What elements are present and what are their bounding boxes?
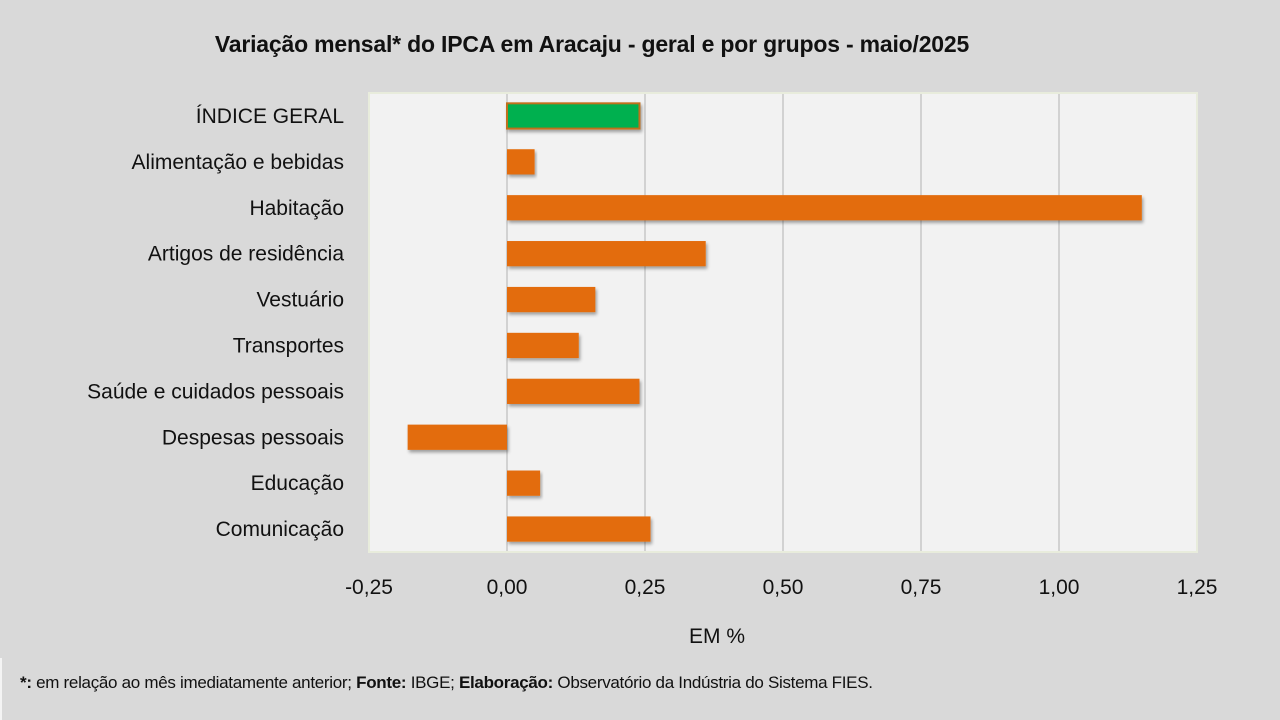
footnote-source-label: Fonte: (356, 673, 407, 692)
bar (407, 424, 507, 450)
category-label: Despesas pessoais (162, 426, 344, 449)
bar (507, 195, 1142, 221)
x-tick-label: 1,00 (1039, 576, 1080, 599)
footnote-source-text: IBGE; (406, 673, 459, 692)
category-label: Educação (251, 472, 344, 495)
chart-title: Variação mensal* do IPCA em Aracaju - ge… (214, 31, 970, 57)
x-tick-label: 0,00 (487, 576, 528, 599)
footnote-author-text: Observatório da Indústria do Sistema FIE… (552, 673, 873, 692)
bar (506, 102, 641, 130)
x-tick-label: 1,25 (1177, 576, 1218, 599)
category-label: Saúde e cuidados pessoais (87, 380, 344, 403)
x-tick-label: -0,25 (345, 576, 393, 599)
category-label: Comunicação (216, 518, 344, 541)
bar (507, 149, 535, 175)
x-axis-title: EM % (689, 625, 745, 648)
x-tick-label: 0,75 (901, 576, 942, 599)
category-label: ÍNDICE GERAL (196, 105, 344, 128)
x-tick-label: 0,50 (763, 576, 804, 599)
category-label: Artigos de residência (148, 243, 344, 266)
bar (507, 241, 706, 267)
bar (507, 286, 596, 313)
category-labels: ÍNDICE GERAL Alimentação e bebidas Habitaç… (87, 105, 344, 541)
bar (507, 516, 651, 542)
footnote-text: *: em relação ao mês imediatamente anter… (20, 673, 873, 693)
footnote-asterisk-label: *: (20, 673, 32, 692)
bars (407, 102, 1142, 542)
bar (507, 332, 579, 359)
category-label: Transportes (233, 334, 344, 357)
category-label: Habitação (249, 197, 344, 220)
footnote-author-label: Elaboração: (458, 673, 553, 692)
bar-chart: ÍNDICE GERAL Alimentação e bebidas Habitaç… (87, 92, 1217, 648)
x-tick-label: 0,25 (625, 576, 666, 599)
category-label: Vestuário (256, 289, 344, 312)
gridlines (506, 94, 1060, 551)
bar (507, 470, 541, 496)
footnote-asterisk-text: em relação ao mês imediatamente anterior… (31, 673, 357, 692)
category-label: Alimentação e bebidas (132, 151, 344, 174)
footnote: *: em relação ao mês imediatamente anter… (0, 658, 1280, 720)
x-tick-labels: -0,25 0,00 0,25 0,50 0,75 1,00 1,25 (345, 576, 1217, 599)
bar (507, 378, 640, 404)
